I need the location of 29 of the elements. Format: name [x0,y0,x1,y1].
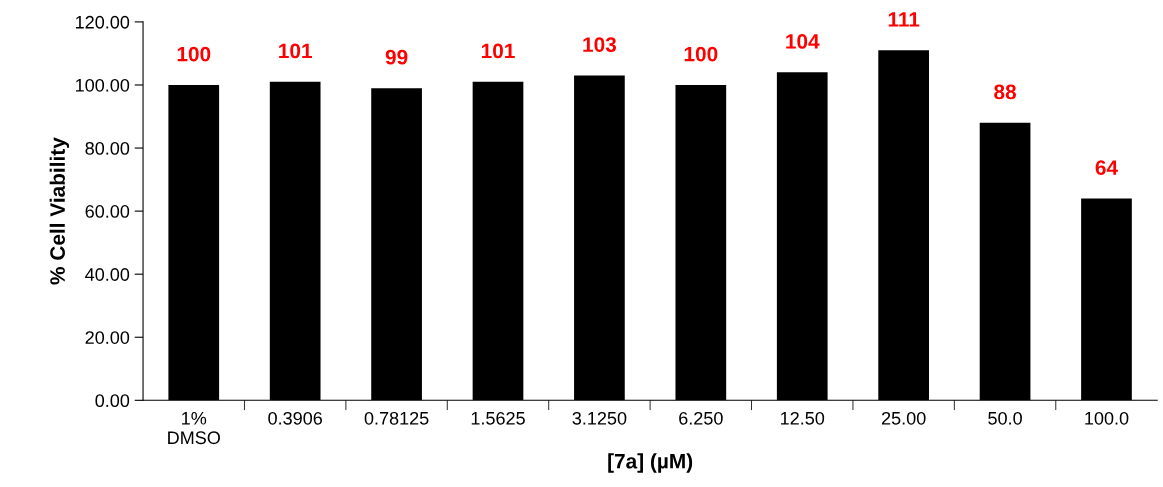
x-tick-label: 25.00 [881,411,926,425]
x-tick-label: 1.5625 [471,411,525,425]
data-label: 103 [583,37,617,52]
y-tick-label: 60.00 [85,205,130,218]
x-tick-label: 100.0 [1085,411,1129,425]
x-tick-label: 50.0 [988,411,1022,425]
y-tick-label: 80.00 [85,141,130,155]
y-tick-label: 0.00 [95,394,130,408]
data-label: 99 [385,49,408,65]
data-label: 101 [279,43,312,59]
y-tick-label: 40.00 [85,268,130,281]
y-tick-label: 120.00 [76,15,130,29]
data-label: 100 [177,46,211,62]
y-tick-label: 100.00 [76,78,130,92]
x-tick-label: 1% DMSO [168,411,220,445]
data-label: 101 [481,43,515,59]
data-label: 100 [684,46,718,62]
x-tick-label: 0.78125 [364,411,429,425]
x-tick-label: 3.1250 [572,411,627,425]
x-axis-title: [7a] (µM) [608,453,693,473]
y-tick-label: 20.00 [85,331,130,344]
data-label: 111 [888,12,920,27]
data-label: 88 [994,84,1017,100]
data-label: 104 [786,34,820,49]
x-tick-label: 12.50 [781,411,825,425]
x-tick-label: 6.250 [679,411,723,425]
x-tick-label: 0.3906 [268,411,322,425]
data-label: 64 [1095,160,1118,175]
y-axis-title: % Cell Viability [49,137,70,285]
